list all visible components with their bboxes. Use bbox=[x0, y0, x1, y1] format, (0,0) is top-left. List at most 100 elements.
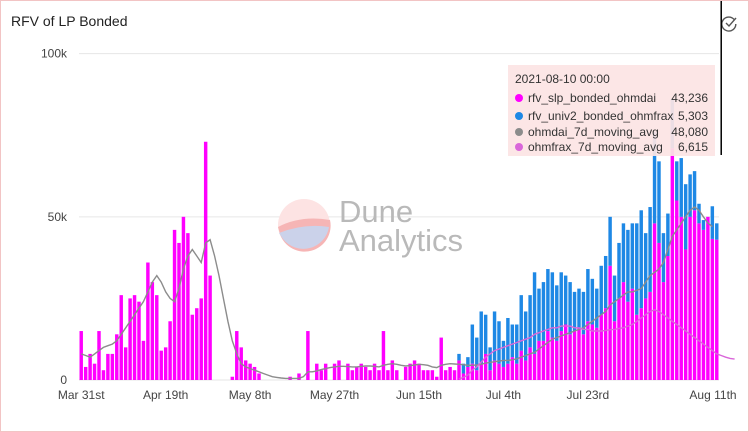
bar-ohmdai bbox=[248, 363, 252, 380]
bar-ohmfrax bbox=[697, 203, 701, 224]
bar-ohmdai bbox=[608, 265, 612, 380]
bar-ohmfrax bbox=[466, 357, 470, 367]
bar-ohmfrax bbox=[546, 269, 550, 332]
bar-ohmdai bbox=[332, 363, 337, 380]
x-tick-label: Jul 4th bbox=[486, 388, 521, 402]
bar-ohmdai bbox=[715, 239, 719, 380]
bar-ohmfrax bbox=[652, 131, 657, 224]
bar-ohmdai bbox=[359, 363, 363, 380]
series-dot bbox=[515, 112, 523, 120]
x-tick-label: Jul 23rd bbox=[567, 388, 610, 402]
bar-ohmdai bbox=[386, 370, 390, 380]
bar-ohmfrax bbox=[470, 324, 475, 364]
x-axis-ticks: Mar 31st Apr 19th May 8th May 27th Jun 15th J… bbox=[58, 388, 737, 402]
y-axis-ticks: 0 50k 100k bbox=[41, 47, 68, 387]
bar-ohmdai bbox=[532, 353, 537, 380]
bar-ohmdai bbox=[515, 363, 519, 380]
bar-ohmdai bbox=[568, 334, 572, 380]
bar-ohmdai bbox=[199, 298, 203, 380]
bar-ohmdai bbox=[88, 353, 92, 380]
bar-ohmfrax bbox=[666, 213, 670, 256]
x-tick-label: Mar 31st bbox=[58, 388, 105, 402]
bar-ohmdai bbox=[350, 370, 355, 380]
bar-ohmdai bbox=[252, 366, 257, 380]
bar-ohmdai bbox=[581, 334, 586, 380]
bar-ohmfrax bbox=[581, 291, 586, 335]
line-ohmdai-7d-ma bbox=[80, 206, 713, 380]
bar-ohmdai bbox=[679, 216, 683, 380]
bar-ohmdai bbox=[497, 363, 501, 380]
bar-ohmfrax bbox=[595, 288, 599, 328]
bar-ohmdai bbox=[203, 141, 208, 380]
bar-ohmdai bbox=[181, 216, 186, 380]
bar-ohmfrax bbox=[626, 229, 630, 302]
bar-ohmdai bbox=[572, 331, 577, 380]
bar-ohmfrax bbox=[488, 347, 492, 371]
bar-ohmdai bbox=[426, 370, 430, 380]
bar-ohmdai bbox=[186, 233, 190, 380]
bar-ohmdai bbox=[119, 295, 123, 380]
bar-ohmdai bbox=[435, 376, 439, 380]
x-tick-label: Aug 11th bbox=[689, 388, 736, 402]
x-tick-label: May 27th bbox=[310, 388, 359, 402]
tooltip-row-ohmfrax: rfv_univ2_bonded_ohmfrax 5,303 bbox=[508, 109, 715, 124]
bar-ohmdai bbox=[506, 363, 510, 380]
bar-ohmfrax bbox=[492, 311, 497, 361]
bar-ohmdai bbox=[546, 331, 550, 380]
bar-ohmfrax bbox=[541, 282, 546, 341]
bar-ohmfrax bbox=[617, 242, 621, 299]
bar-ohmdai bbox=[595, 327, 599, 380]
check-circle-icon[interactable] bbox=[720, 14, 738, 32]
bar-ohmdai bbox=[635, 314, 639, 380]
bar-ohmdai bbox=[177, 242, 181, 380]
x-tick-label: May 8th bbox=[229, 388, 272, 402]
bar-ohmfrax bbox=[479, 311, 483, 364]
tooltip-series-name: ohmdai_7d_moving_avg bbox=[528, 125, 659, 139]
bar-ohmdai bbox=[630, 288, 635, 380]
bar-ohmfrax bbox=[590, 278, 595, 325]
bar-ohmdai bbox=[257, 373, 261, 380]
bar-ohmdai bbox=[683, 249, 688, 380]
bar-ohmdai bbox=[230, 376, 235, 380]
bar-ohmfrax bbox=[515, 324, 519, 364]
bar-ohmdai bbox=[559, 331, 563, 380]
bar-ohmdai bbox=[652, 223, 657, 380]
bar-ohmfrax bbox=[688, 174, 692, 217]
line-series bbox=[80, 206, 735, 380]
bar-ohmfrax bbox=[599, 265, 603, 315]
bar-ohmdai bbox=[519, 350, 523, 380]
bar-ohmdai bbox=[79, 331, 83, 380]
bar-ohmdai bbox=[550, 337, 555, 380]
bar-ohmdai bbox=[475, 370, 479, 380]
bar-ohmfrax bbox=[675, 161, 679, 201]
y-tick-label: 100k bbox=[41, 47, 68, 61]
bar-ohmdai bbox=[675, 200, 679, 380]
tooltip-series-value: 5,303 bbox=[677, 109, 708, 123]
bar-ohmdai bbox=[355, 366, 359, 380]
tooltip-series-value: 6,615 bbox=[677, 140, 708, 154]
bar-ohmdai bbox=[688, 216, 692, 380]
bar-ohmfrax bbox=[572, 291, 577, 332]
bar-ohmdai bbox=[323, 363, 328, 380]
x-tick-label: Apr 19th bbox=[143, 388, 188, 402]
bar-ohmdai bbox=[421, 370, 426, 380]
bar-ohmdai bbox=[701, 229, 706, 380]
bar-ohmdai bbox=[372, 363, 377, 380]
bar-ohmdai bbox=[115, 334, 119, 380]
bar-ohmdai bbox=[590, 324, 595, 380]
bar-ohmdai bbox=[337, 360, 341, 380]
bar-ohmdai bbox=[97, 331, 101, 380]
bar-ohmdai bbox=[488, 370, 492, 380]
bar-ohmfrax bbox=[657, 161, 661, 243]
bar-ohmdai bbox=[452, 370, 457, 380]
bar-ohmfrax bbox=[692, 171, 697, 211]
series-dot bbox=[515, 143, 523, 151]
bar-ohmdai bbox=[146, 262, 150, 380]
bar-ohmdai bbox=[706, 216, 710, 380]
bar-ohmdai bbox=[661, 282, 666, 380]
bar-ohmdai bbox=[670, 148, 675, 380]
bar-ohmfrax bbox=[532, 272, 537, 354]
tooltip-series-value: 48,080 bbox=[671, 125, 708, 139]
